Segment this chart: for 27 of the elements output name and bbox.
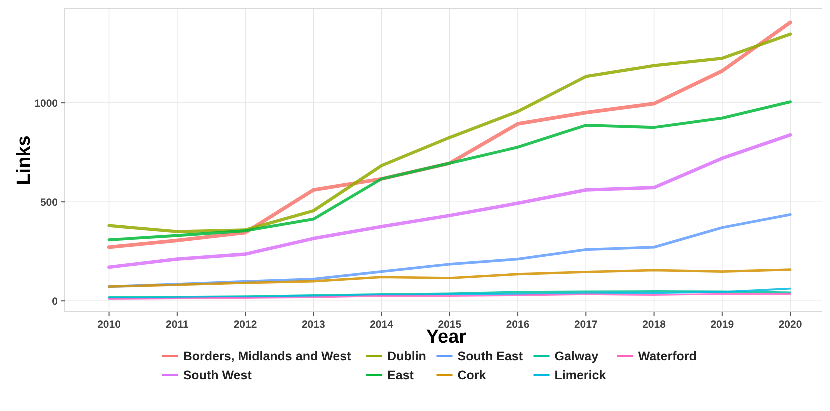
legend-label: Galway: [554, 350, 599, 364]
x-tick-label: 2018: [642, 319, 666, 331]
y-tick-label: 0: [52, 296, 58, 308]
legend-label: South East: [458, 350, 524, 364]
line-series: [108, 268, 792, 288]
x-tick-label: 2014: [370, 319, 394, 331]
x-tick-label: 2019: [710, 319, 734, 331]
x-tick-label: 2013: [302, 319, 326, 331]
line-series: [108, 133, 792, 270]
y-tick-label: 1000: [34, 98, 58, 110]
x-tick-label: 2011: [166, 319, 189, 331]
y-axis-title: Links: [14, 136, 35, 186]
line-series: [108, 288, 792, 300]
x-tick-label: 2012: [234, 319, 258, 331]
legend-label: Borders, Midlands and West: [183, 350, 352, 364]
x-tick-label: 2017: [574, 319, 598, 331]
legend-label: Limerick: [554, 368, 606, 382]
legend-label: Dublin: [388, 350, 426, 364]
x-tick-label: 2016: [506, 319, 530, 331]
legend-label: South West: [183, 368, 253, 382]
x-tick-label: 2020: [778, 319, 802, 331]
line-series: [108, 100, 792, 242]
x-tick-label: 2010: [98, 319, 122, 331]
legend-label: Cork: [458, 368, 486, 382]
legend-label: East: [388, 368, 415, 382]
y-tick-label: 500: [40, 197, 58, 210]
legend-label: Waterford: [638, 350, 697, 364]
